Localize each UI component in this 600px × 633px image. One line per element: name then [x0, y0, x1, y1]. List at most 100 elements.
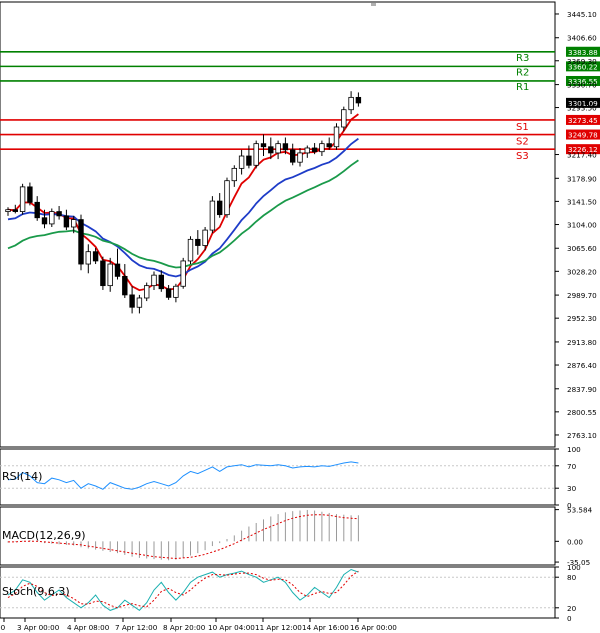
macd-signal-line — [8, 514, 359, 560]
rsi-line — [7, 461, 359, 490]
candle-body — [209, 200, 216, 231]
candle-body — [27, 186, 33, 203]
level-name-s1: S1 — [516, 122, 529, 133]
candle-body — [122, 275, 128, 296]
candle — [63, 209, 70, 231]
macd-title: MACD(12,26,9) — [2, 529, 86, 542]
candle-body — [136, 297, 143, 308]
candle — [165, 285, 172, 300]
candle — [224, 177, 230, 218]
price-tick-label: 2876.40 — [567, 361, 597, 370]
candle — [246, 145, 252, 169]
time-tick-label: 11 Apr 12:00 — [255, 623, 302, 632]
rsi-panel: 100 70 30 0 RSI(14) — [0, 445, 581, 510]
price-tick-label: 3104.00 — [567, 221, 597, 230]
candle-body — [260, 143, 267, 148]
candle-body — [92, 251, 99, 262]
main-plot-frame — [0, 1, 556, 448]
level-price-box — [566, 129, 600, 140]
candle — [268, 137, 274, 160]
candle-body — [165, 288, 172, 298]
candle-body — [107, 263, 113, 287]
candle-body — [246, 155, 252, 166]
candle-body — [41, 217, 48, 225]
candle — [122, 264, 128, 298]
candles — [5, 91, 362, 314]
level-price-box — [566, 61, 600, 72]
macd-level-label: 0.00 — [567, 537, 583, 546]
stoch-frame — [0, 566, 556, 619]
candle-body — [114, 263, 121, 277]
rsi-title: RSI(14) — [2, 470, 42, 483]
candle — [282, 137, 289, 155]
candle-body — [224, 180, 230, 216]
candle — [85, 244, 91, 274]
candle-body — [275, 143, 281, 154]
candle-body — [151, 274, 157, 287]
level-price-box — [566, 144, 600, 155]
macd-level-label: 53.584 — [567, 506, 593, 515]
candle — [319, 140, 325, 157]
level-name-r3: R3 — [516, 53, 529, 64]
candle — [289, 143, 296, 166]
candle — [180, 257, 186, 289]
candle-body — [268, 146, 274, 154]
rsi-level-label: 100 — [567, 445, 581, 454]
price-tick-label: 2989.70 — [567, 291, 597, 300]
candle-body — [158, 274, 164, 290]
rsi-level-label: 30 — [567, 484, 577, 493]
candle — [158, 270, 164, 292]
candle-body — [63, 215, 70, 228]
candle-body — [326, 143, 332, 148]
candle — [5, 207, 11, 216]
candle-body — [282, 143, 289, 151]
candle — [27, 182, 33, 206]
candle — [341, 106, 347, 132]
candle — [34, 196, 40, 221]
candle-body — [319, 143, 325, 153]
main-panel — [0, 1, 556, 448]
level-price-box — [566, 114, 600, 125]
candle — [71, 215, 77, 234]
candle-body — [187, 238, 194, 262]
candle-body — [129, 294, 135, 308]
candle-body — [297, 152, 303, 163]
time-tick-label: 14 Apr 16:00 — [302, 623, 349, 632]
candle-body — [304, 147, 310, 154]
candle-body — [289, 149, 296, 163]
macd-panel: 53.584 0.00 -35.05 MACD(12,26,9) — [0, 506, 593, 567]
price-tick-label: 2913.80 — [567, 338, 597, 347]
candle-body — [238, 155, 245, 169]
candle — [41, 209, 48, 229]
price-tick-label: 2952.30 — [567, 314, 597, 323]
candle-body — [100, 260, 106, 287]
candle — [151, 271, 157, 290]
time-tick-label: 3 Apr 00:00 — [17, 623, 60, 632]
candle-body — [180, 260, 186, 287]
candle — [107, 257, 113, 292]
level-price-label: 3383.88 — [568, 48, 598, 57]
candle — [136, 294, 143, 314]
price-tick-label: 3141.50 — [567, 197, 597, 206]
candle — [253, 140, 259, 169]
stoch-level-label: 80 — [567, 573, 577, 582]
stoch-level-label: 100 — [567, 563, 581, 572]
last-price-box — [566, 97, 600, 108]
price-tick-label: 3445.10 — [567, 10, 597, 19]
candle — [216, 193, 223, 218]
candle-body — [49, 211, 55, 225]
price-tick-label: 2800.55 — [567, 408, 597, 417]
rsi-level-label: 0 — [567, 501, 572, 510]
level-price-box — [566, 46, 600, 57]
candle-body — [341, 109, 347, 128]
candle-body — [355, 96, 362, 104]
candle — [260, 134, 267, 157]
candle — [333, 123, 340, 150]
candle-body — [34, 201, 40, 219]
stoch-d-line — [7, 570, 359, 609]
price-tick-label: 3065.60 — [567, 244, 597, 253]
level-price-label: 3336.55 — [568, 77, 598, 86]
candle — [348, 91, 354, 115]
stoch-level-label: 20 — [567, 604, 577, 613]
